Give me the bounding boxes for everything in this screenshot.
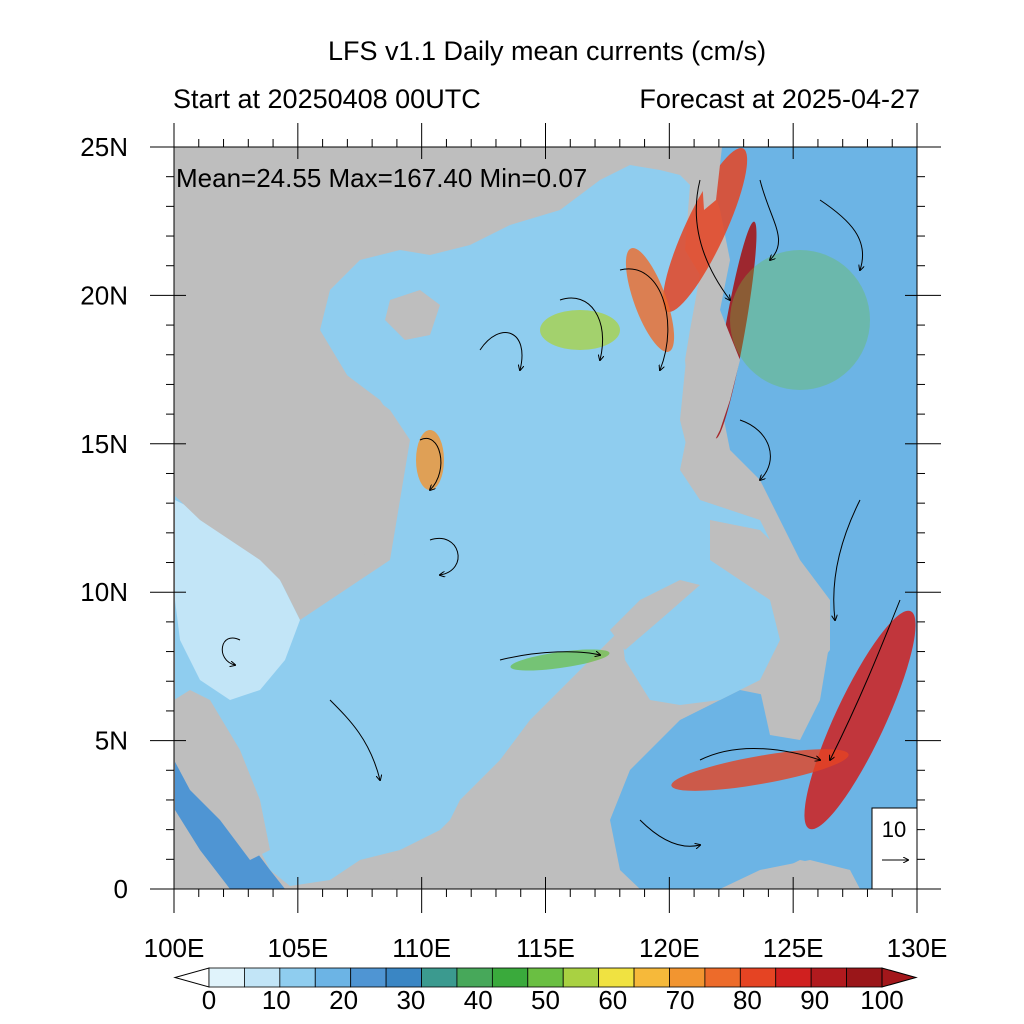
streamline (559, 297, 603, 360)
colorbar-label: 50 (531, 985, 560, 1015)
colorbar-over-triangle (881, 967, 918, 988)
streamline (739, 419, 771, 480)
reference-vector: 10 (871, 807, 918, 890)
streamline (429, 537, 459, 575)
colorbar-label: 70 (666, 985, 695, 1015)
land-masses (174, 147, 855, 889)
start-time-label: Start at 20250408 00UTC (173, 84, 481, 114)
map-field (174, 147, 917, 889)
forecast-date-label: Forecast at 2025-04-27 (639, 84, 920, 114)
x-tick-label: 130E (887, 933, 948, 963)
luzon (680, 310, 740, 460)
y-tick-label: 0 (114, 874, 128, 904)
ocean-south-china-sea (175, 165, 780, 886)
ocean-malacca-strait (175, 740, 285, 889)
borneo (390, 670, 630, 889)
streamline (499, 652, 600, 661)
chart-title: LFS v1.1 Daily mean currents (cm/s) (327, 36, 767, 66)
streamline (695, 179, 730, 300)
mindanao-current (804, 610, 916, 830)
sulawesi (720, 860, 855, 889)
y-tick-label: 10N (80, 577, 128, 607)
streamline (699, 747, 820, 760)
mid-scs-jet (510, 649, 610, 671)
celebes-jet (671, 749, 849, 791)
streamline (759, 179, 780, 260)
colorbar-swatch (633, 967, 670, 988)
colorbar-label: 60 (598, 985, 627, 1015)
colorbar-swatch (491, 967, 529, 988)
hainan-island (385, 290, 440, 340)
x-tick-label: 110E (392, 933, 451, 963)
colorbar-swatch (421, 967, 458, 988)
y-tick-label: 20N (80, 280, 128, 310)
y-tick-label: 5N (95, 726, 128, 756)
streamline (479, 332, 522, 370)
taiwan (700, 147, 722, 210)
x-tick-label: 105E (267, 933, 328, 963)
reference-vector-box (871, 807, 918, 890)
luzon-eddy (625, 248, 675, 352)
colorbar-label: 30 (396, 985, 425, 1015)
colorbar: 0 10 20 30 40 50 60 70 80 90 100 (173, 967, 918, 1015)
visayas (710, 520, 800, 600)
colorbar-label: 10 (262, 985, 291, 1015)
ocean-gulf-of-thailand (175, 500, 300, 700)
current-streamlines (221, 179, 901, 846)
colorbar-label: 20 (329, 985, 358, 1015)
streamline (619, 268, 669, 370)
y-tick-label: 15N (80, 429, 128, 459)
vietnam-indochina (174, 147, 580, 615)
x-tick-label: 125E (763, 933, 824, 963)
colorbar-label: 90 (800, 985, 829, 1015)
x-tick-label: 115E (516, 933, 575, 963)
scs-eddy-north (540, 310, 620, 350)
colorbar-label: 80 (733, 985, 762, 1015)
streamline (221, 637, 241, 665)
streamline (329, 699, 380, 780)
colorbar-label: 0 (202, 985, 216, 1015)
axes: 100E 105E 110E 115E 120E 125E 130E 0 5N 10N 15N 20N… (80, 123, 947, 963)
streamline (830, 599, 901, 760)
x-tick-label: 120E (639, 933, 700, 963)
kuroshio-jet (662, 147, 748, 313)
streamline (639, 819, 700, 846)
statistics-label: Mean=24.55 Max=167.40 Min=0.07 (176, 163, 588, 193)
palawan (610, 580, 700, 650)
colorbar-swatch (562, 967, 600, 988)
pacific-eddies (730, 250, 870, 390)
streamline (419, 437, 442, 490)
mindanao (760, 640, 830, 740)
reference-vector-label: 10 (882, 817, 906, 842)
colorbar-label: 40 (464, 985, 493, 1015)
streamline (834, 499, 861, 620)
colorbar-label: 100 (860, 985, 903, 1015)
current-speed-highlights (416, 147, 916, 830)
y-tick-label: 25N (80, 132, 128, 162)
malay-peninsula (174, 690, 270, 860)
streamline (819, 199, 863, 270)
x-tick-label: 100E (144, 933, 205, 963)
